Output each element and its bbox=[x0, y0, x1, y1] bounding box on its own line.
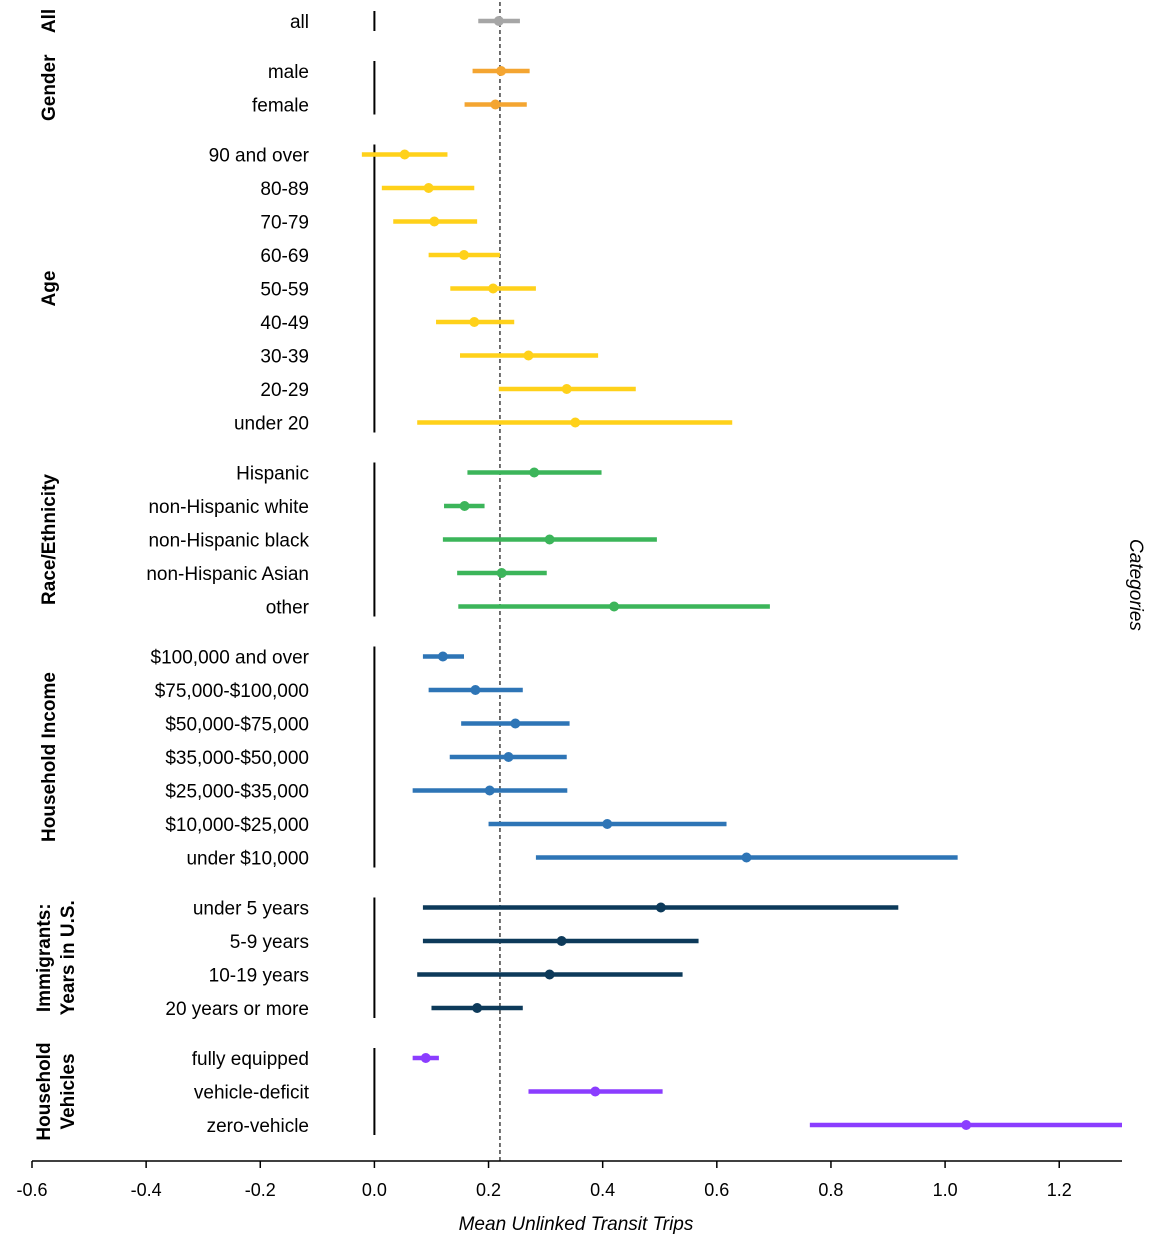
row-label: $10,000-$25,000 bbox=[165, 815, 309, 836]
mean-point bbox=[590, 1086, 601, 1097]
mean-point bbox=[488, 283, 499, 294]
mean-point bbox=[529, 467, 540, 478]
mean-point bbox=[961, 1120, 972, 1130]
x-tick-label: 0.6 bbox=[704, 1180, 729, 1200]
group-label: Vehicles bbox=[58, 1053, 79, 1129]
row-label: 5-9 years bbox=[230, 932, 309, 953]
x-tick-label: 1.0 bbox=[933, 1180, 958, 1200]
row-label: under 20 bbox=[234, 414, 309, 435]
mean-point bbox=[470, 685, 481, 695]
group-label: Household bbox=[34, 1042, 55, 1140]
x-tick-label: -0.4 bbox=[131, 1180, 162, 1200]
group-label: All bbox=[39, 9, 60, 33]
row-label: 20 years or more bbox=[165, 999, 309, 1020]
x-tick-label: 0.0 bbox=[362, 1180, 387, 1200]
x-tick-label: 1.2 bbox=[1047, 1180, 1072, 1200]
row-label: under $10,000 bbox=[186, 849, 309, 870]
x-tick-label: 0.4 bbox=[590, 1180, 615, 1200]
row-label: $25,000-$35,000 bbox=[165, 782, 309, 803]
row-label: $100,000 and over bbox=[151, 648, 310, 669]
group-label: Race/Ethnicity bbox=[39, 474, 60, 605]
row-label: $75,000-$100,000 bbox=[155, 681, 309, 702]
row-label: under 5 years bbox=[193, 899, 309, 920]
group-label: Age bbox=[39, 271, 60, 307]
group-label: Gender bbox=[39, 54, 60, 121]
row-label: zero-vehicle bbox=[207, 1116, 309, 1137]
row-label: non-Hispanic Asian bbox=[146, 564, 309, 585]
x-tick-label: -0.2 bbox=[245, 1180, 276, 1200]
mean-point bbox=[544, 534, 555, 545]
row-label: fully equipped bbox=[192, 1049, 309, 1070]
group-label: Years in U.S. bbox=[58, 900, 79, 1015]
mean-point bbox=[459, 250, 470, 260]
row-label: $50,000-$75,000 bbox=[165, 715, 309, 736]
group-label: Immigrants: bbox=[34, 903, 55, 1012]
mean-point bbox=[570, 417, 581, 428]
mean-point bbox=[496, 66, 507, 76]
row-label: non-Hispanic white bbox=[148, 497, 309, 518]
row-label: 70-79 bbox=[260, 213, 309, 234]
mean-point bbox=[602, 819, 613, 829]
row-label: vehicle-deficit bbox=[194, 1083, 310, 1104]
row-label: all bbox=[290, 12, 309, 33]
row-label: 30-39 bbox=[260, 347, 309, 368]
row-label: 20-29 bbox=[260, 380, 309, 401]
mean-point bbox=[459, 501, 470, 511]
mean-point bbox=[423, 183, 434, 193]
row-label: non-Hispanic black bbox=[148, 531, 309, 552]
mean-point bbox=[523, 350, 534, 361]
row-label: 10-19 years bbox=[209, 966, 309, 987]
mean-point bbox=[493, 16, 504, 26]
x-axis-title: Mean Unlinked Transit Trips bbox=[459, 1214, 694, 1235]
row-label: 90 and over bbox=[209, 146, 310, 167]
mean-point bbox=[399, 149, 410, 160]
mean-point bbox=[510, 718, 521, 729]
mean-point bbox=[561, 384, 572, 394]
mean-point bbox=[544, 969, 555, 980]
mean-point bbox=[437, 651, 448, 662]
row-label: female bbox=[252, 96, 309, 117]
mean-point bbox=[490, 99, 501, 110]
mean-point bbox=[503, 752, 514, 762]
row-label: other bbox=[266, 598, 310, 619]
row-label: 60-69 bbox=[260, 246, 309, 267]
right-axis-title: Categories bbox=[1125, 539, 1146, 631]
mean-point bbox=[429, 216, 440, 227]
mean-point bbox=[655, 902, 666, 913]
mean-point bbox=[469, 317, 480, 327]
mean-point bbox=[609, 601, 620, 612]
mean-point bbox=[556, 936, 567, 946]
x-tick-label: 0.2 bbox=[476, 1180, 501, 1200]
mean-point bbox=[484, 785, 495, 796]
row-label: $35,000-$50,000 bbox=[165, 748, 309, 769]
mean-point bbox=[496, 568, 507, 578]
mean-point bbox=[420, 1053, 431, 1063]
x-tick-label: 0.8 bbox=[818, 1180, 843, 1200]
row-label: male bbox=[268, 62, 309, 83]
x-tick-label: -0.6 bbox=[16, 1180, 47, 1200]
row-label: Hispanic bbox=[236, 464, 309, 485]
mean-point bbox=[741, 852, 752, 863]
mean-point bbox=[472, 1003, 483, 1013]
row-label: 80-89 bbox=[260, 179, 309, 200]
row-label: 40-49 bbox=[260, 313, 309, 334]
group-label: Household Income bbox=[39, 672, 60, 842]
row-label: 50-59 bbox=[260, 280, 309, 301]
